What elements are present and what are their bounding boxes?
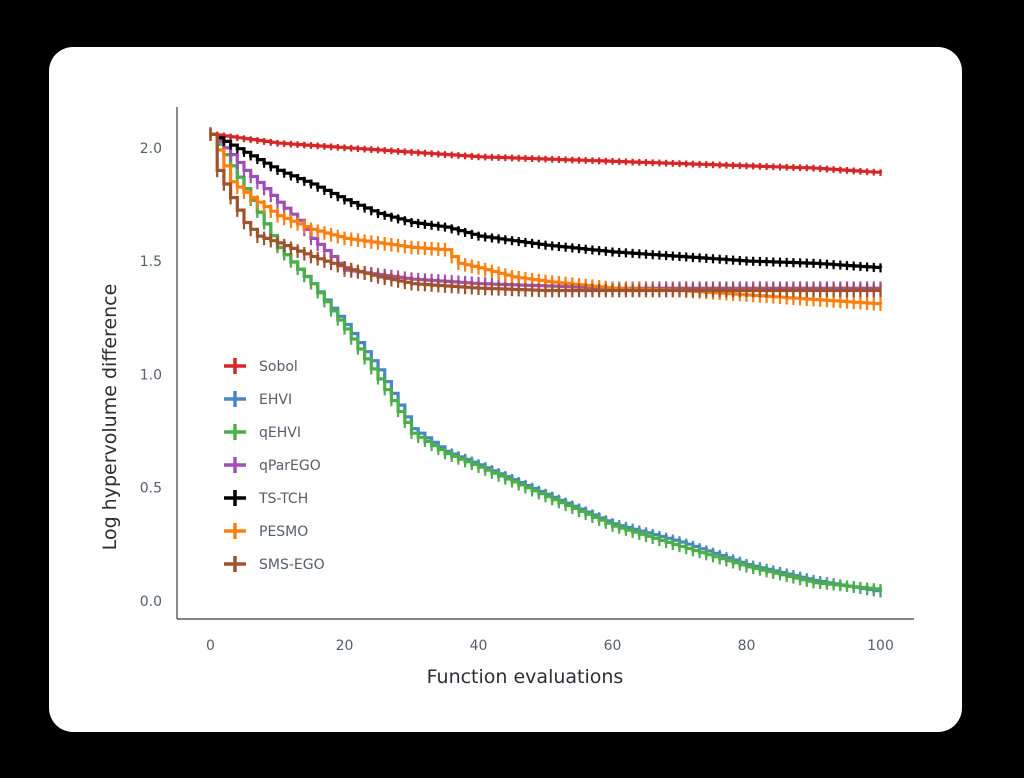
series-sms-ego (209, 127, 882, 298)
error-bars-sobol (209, 130, 882, 177)
legend-label: EHVI (259, 392, 292, 408)
y-tick-label: 0.5 (140, 481, 162, 497)
legend-label: SMS-EGO (259, 557, 325, 573)
series-line-ehvi (210, 132, 883, 593)
series-line-qehvi (210, 132, 883, 591)
error-bars-qparego (209, 127, 882, 296)
y-axis-title: Log hypervolume difference (99, 284, 121, 551)
legend-label: TS-TCH (258, 491, 308, 507)
series-qehvi (209, 128, 883, 596)
line-chart: 0 20 40 60 80 100 0.0 0.5 1.0 1.5 2.0 Function eva… (99, 107, 914, 688)
error-bars-ts-tch (209, 129, 882, 273)
axes (176, 107, 914, 620)
legend-item-qehvi: qEHVI (224, 424, 301, 441)
y-tick-label: 2.0 (140, 141, 162, 157)
legend-item-sobol: Sobol (224, 358, 298, 375)
legend-item-ehvi: EHVI (224, 391, 292, 408)
x-tick-label: 20 (336, 638, 354, 654)
legend-item-qparego: qParEGO (224, 457, 321, 474)
legend-item-sms-ego: SMS-EGO (224, 556, 325, 573)
y-tick-label: 1.5 (140, 254, 162, 270)
series-ts-tch (209, 129, 883, 273)
x-tick-label: 100 (867, 638, 894, 654)
legend-label: PESMO (259, 524, 308, 540)
x-tick-label: 40 (470, 638, 488, 654)
series-ehvi (209, 128, 883, 598)
legend-label: Sobol (259, 359, 298, 375)
error-bars-qehvi (209, 128, 882, 596)
x-tick-label: 0 (206, 638, 215, 654)
series-group (209, 127, 883, 598)
x-axis-title: Function evaluations (427, 666, 624, 688)
legend-label: qEHVI (259, 425, 301, 441)
error-bars-sms-ego (209, 127, 882, 298)
ticks: 0 20 40 60 80 100 0.0 0.5 1.0 1.5 2.0 (140, 141, 894, 654)
y-tick-label: 1.0 (140, 367, 162, 383)
legend-item-pesmo: PESMO (224, 523, 308, 540)
chart-card: 0 20 40 60 80 100 0.0 0.5 1.0 1.5 2.0 Function eva… (49, 47, 962, 732)
error-bars-ehvi (209, 128, 882, 598)
series-sobol (209, 130, 883, 177)
x-tick-label: 80 (738, 638, 756, 654)
legend: Sobol EHVI qEHVI qParEGO TS-TCH PESMO SMS-EGO (224, 358, 325, 573)
y-tick-label: 0.0 (140, 594, 162, 610)
series-qparego (209, 127, 882, 296)
legend-item-ts-tch: TS-TCH (224, 490, 308, 507)
legend-label: qParEGO (259, 458, 321, 474)
x-tick-label: 60 (604, 638, 622, 654)
